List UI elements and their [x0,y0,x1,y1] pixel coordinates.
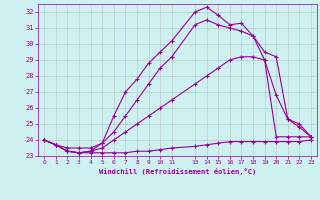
X-axis label: Windchill (Refroidissement éolien,°C): Windchill (Refroidissement éolien,°C) [99,168,256,175]
